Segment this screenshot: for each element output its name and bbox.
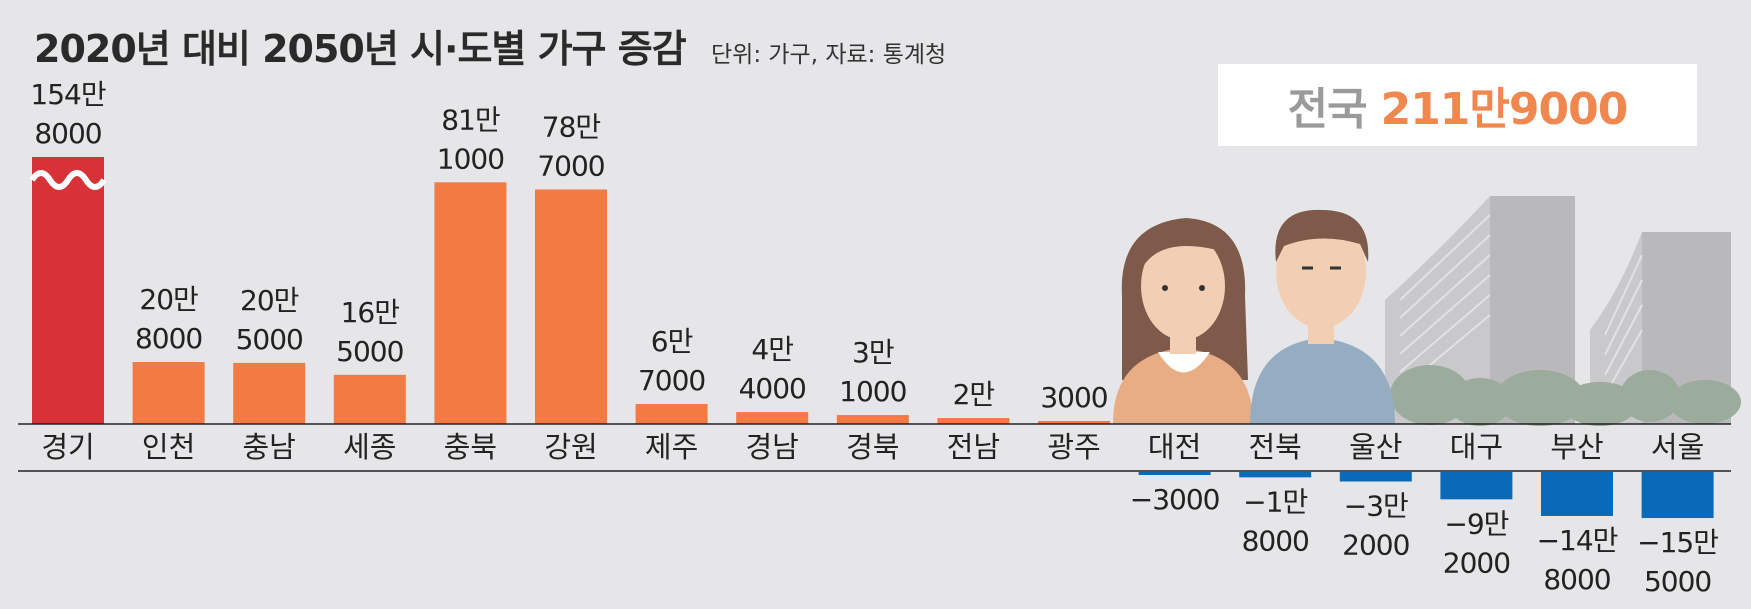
value-label: −3000 (1130, 483, 1220, 516)
category-label: 인천 (142, 430, 195, 464)
value-label: 20만 (139, 283, 198, 316)
bar-충남 (233, 362, 306, 424)
bar-전남 (937, 418, 1010, 424)
category-label: 대구 (1450, 430, 1503, 464)
bar-강원 (535, 189, 607, 424)
value-label: 8000 (34, 117, 101, 150)
value-label: 1000 (839, 375, 906, 408)
category-label: 경북 (846, 430, 899, 464)
value-label: 81만 (441, 103, 500, 136)
value-label: 8000 (1543, 563, 1610, 596)
bar-대전 (1138, 472, 1211, 475)
value-label: 154만 (30, 78, 105, 111)
man-figure-icon (1250, 209, 1395, 424)
value-label: −14만 (1537, 524, 1618, 557)
category-label: 울산 (1349, 430, 1402, 464)
category-label: 경기 (41, 430, 94, 464)
chart-title: 2020년 대비 2050년 시·도별 가구 증감 (34, 27, 687, 71)
total-label: 전국 (1287, 84, 1368, 135)
category-label: 제주 (645, 430, 698, 464)
category-label: 충북 (444, 430, 497, 464)
value-label: 6만 (651, 325, 693, 358)
value-label: 2000 (1342, 529, 1409, 562)
value-label: −3만 (1344, 490, 1408, 523)
bar-경남 (736, 412, 809, 424)
value-label: −15만 (1637, 526, 1718, 559)
category-label: 강원 (544, 430, 597, 464)
category-label: 세종 (343, 430, 396, 464)
value-label: 2만 (953, 378, 995, 411)
value-label: 4000 (739, 372, 806, 405)
value-label: 16만 (341, 296, 400, 329)
category-label: 경남 (746, 430, 799, 464)
value-label: 3000 (1040, 381, 1107, 414)
value-label: 7000 (537, 149, 604, 182)
value-label: 1000 (437, 142, 504, 175)
illustration (1113, 196, 1741, 426)
category-label: 충남 (243, 430, 296, 464)
value-label: 5000 (336, 335, 403, 368)
value-label: 20만 (240, 284, 299, 317)
value-label: 5000 (236, 323, 303, 356)
woman-figure-icon (1113, 218, 1253, 424)
category-label: 전북 (1249, 430, 1302, 464)
bar-충북 (434, 182, 507, 424)
value-label: 4만 (751, 333, 793, 366)
value-label: 8000 (1242, 524, 1309, 557)
bar-제주 (635, 404, 708, 424)
value-label: 5000 (1644, 565, 1711, 598)
axis-break-mark (29, 170, 107, 190)
bar-인천 (132, 362, 205, 424)
value-label: −1만 (1243, 485, 1307, 518)
bar-울산 (1339, 472, 1412, 482)
bar-전북 (1239, 472, 1312, 478)
value-label: 3만 (852, 336, 894, 369)
category-label: 전남 (947, 430, 1000, 464)
total-value: 211만9000 (1380, 84, 1629, 135)
unit-note: 단위: 가구, 자료: 통계청 (711, 42, 947, 68)
trees-icon (1390, 365, 1741, 426)
category-label: 대전 (1148, 430, 1201, 464)
bar-대구 (1440, 472, 1513, 500)
bar-서울 (1641, 472, 1714, 519)
category-label: 서울 (1651, 430, 1704, 464)
bar-경기 (32, 157, 104, 424)
bar-부산 (1541, 472, 1613, 516)
bar-광주 (1038, 421, 1110, 424)
category-label: 부산 (1550, 430, 1603, 464)
value-label: 78만 (542, 110, 601, 143)
bar-세종 (333, 374, 406, 424)
value-label: −9만 (1444, 507, 1508, 540)
value-label: 2000 (1443, 546, 1510, 579)
value-label: 7000 (638, 364, 705, 397)
total-box: 전국 211만9000 (1218, 64, 1697, 146)
bar-경북 (836, 415, 909, 424)
value-label: 8000 (135, 322, 202, 355)
category-label: 광주 (1047, 430, 1100, 464)
